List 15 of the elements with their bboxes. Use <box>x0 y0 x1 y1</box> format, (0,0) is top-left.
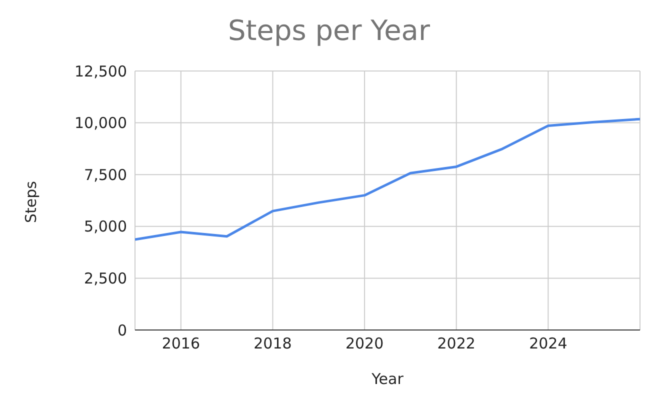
x-tick-label: 2016 <box>162 334 200 353</box>
y-tick-label: 2,500 <box>84 270 127 288</box>
x-tick-label: 2018 <box>254 334 292 353</box>
y-tick-label: 5,000 <box>84 218 127 236</box>
x-tick-label: 2020 <box>345 334 384 353</box>
line-series <box>135 118 640 241</box>
chart-title: Steps per Year <box>227 14 431 47</box>
y-tick-label: 12,500 <box>74 62 127 80</box>
y-tick-label: 10,000 <box>74 114 127 132</box>
y-tick-label: 7,500 <box>84 166 127 184</box>
y-axis-title: Steps <box>22 181 40 223</box>
x-tick-label: 2024 <box>529 334 568 353</box>
x-axis-title: Year <box>370 370 404 388</box>
y-tick-label: 0 <box>117 321 127 340</box>
x-tick-label: 2022 <box>437 334 476 353</box>
